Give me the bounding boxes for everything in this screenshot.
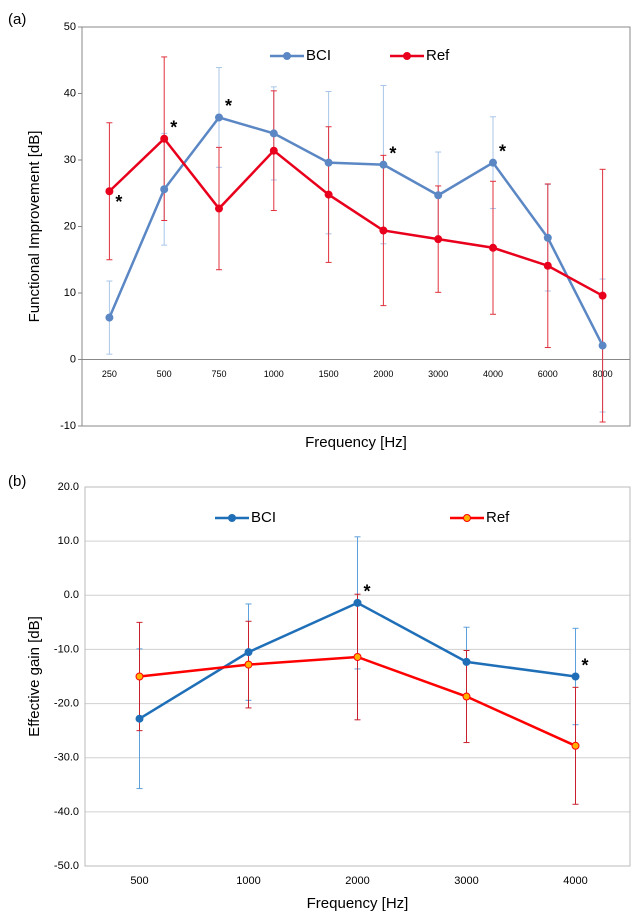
y-axis-label: Effective gain [dB]: [26, 616, 43, 737]
legend-label: Ref: [426, 47, 450, 64]
data-point: [160, 185, 169, 194]
annotation: *: [389, 143, 396, 163]
legend-marker: [283, 52, 291, 60]
plot-frame: [84, 486, 631, 867]
annotation: *: [364, 582, 371, 602]
data-point: [489, 243, 497, 252]
y-tick-label: 20: [64, 220, 76, 232]
data-point: [543, 233, 552, 242]
legend-marker: [463, 514, 471, 522]
data-point: [462, 692, 471, 701]
y-tick-label: -40.0: [54, 806, 79, 818]
y-tick-label: -30.0: [54, 752, 79, 764]
legend-label: BCI: [251, 509, 276, 526]
annotation: *: [115, 192, 122, 212]
data-point: [324, 158, 333, 167]
y-tick-label: -50.0: [54, 860, 79, 872]
x-tick-label: 1500: [319, 369, 339, 379]
legend-marker: [403, 52, 411, 60]
y-tick-label: 0.0: [64, 589, 79, 601]
panel-label: (b): [8, 473, 26, 490]
series-line: [108, 116, 604, 347]
data-point: [215, 113, 223, 122]
data-point: [598, 291, 607, 300]
data-point: [324, 190, 333, 199]
data-point: [379, 160, 388, 169]
data-point: [571, 741, 580, 750]
data-point: [269, 129, 278, 138]
data-point: [215, 204, 223, 213]
data-point: [105, 187, 114, 196]
y-tick-label: -10.0: [54, 643, 79, 655]
x-tick-label: 500: [130, 875, 148, 887]
x-tick-label: 750: [211, 369, 226, 379]
x-tick-label: 4000: [483, 369, 503, 379]
x-tick-label: 2000: [345, 875, 369, 887]
y-tick-label: 40: [64, 87, 76, 99]
data-point: [489, 158, 497, 167]
annotation: *: [170, 117, 177, 137]
data-point: [244, 660, 253, 669]
y-tick-label: 20.0: [58, 481, 79, 493]
annotation: *: [499, 141, 506, 161]
data-point: [434, 235, 443, 244]
data-point: [353, 598, 362, 607]
y-tick-label: 30: [64, 154, 76, 166]
legend-marker: [228, 514, 236, 522]
data-point: [379, 226, 388, 235]
y-tick-label: 50: [64, 21, 76, 33]
data-point: [135, 672, 144, 681]
data-point: [135, 714, 144, 723]
x-tick-label: 2000: [373, 369, 393, 379]
x-tick-label: 1000: [264, 369, 284, 379]
data-point: [269, 146, 278, 155]
y-tick-label: 10: [64, 287, 76, 299]
data-point: [353, 653, 362, 662]
y-axis-label: Functional Improvement [dB]: [26, 131, 43, 323]
x-tick-label: 6000: [538, 369, 558, 379]
data-point: [105, 313, 114, 322]
y-tick-label: 0: [70, 353, 76, 365]
data-point: [160, 134, 169, 143]
plot-frame: [81, 26, 631, 427]
legend-label: BCI: [306, 47, 331, 64]
y-tick-label: -20.0: [54, 697, 79, 709]
x-tick-label: 3000: [454, 875, 478, 887]
x-axis-label: Frequency [Hz]: [307, 895, 409, 912]
annotation: *: [225, 96, 232, 116]
x-tick-label: 1000: [236, 875, 260, 887]
legend-label: Ref: [486, 509, 510, 526]
data-point: [244, 648, 253, 657]
y-tick-label: -10: [60, 420, 76, 432]
x-tick-label: 500: [157, 369, 172, 379]
panel-label: (a): [8, 11, 26, 28]
data-point: [462, 657, 471, 666]
data-point: [434, 191, 443, 200]
x-tick-label: 3000: [428, 369, 448, 379]
x-tick-label: 4000: [563, 875, 587, 887]
series-line: [108, 136, 604, 297]
x-tick-label: 250: [102, 369, 117, 379]
data-point: [571, 672, 580, 681]
data-point: [543, 261, 552, 270]
y-tick-label: 10.0: [58, 535, 79, 547]
x-axis-label: Frequency [Hz]: [305, 434, 407, 451]
data-point: [598, 341, 607, 350]
annotation: *: [582, 655, 589, 675]
